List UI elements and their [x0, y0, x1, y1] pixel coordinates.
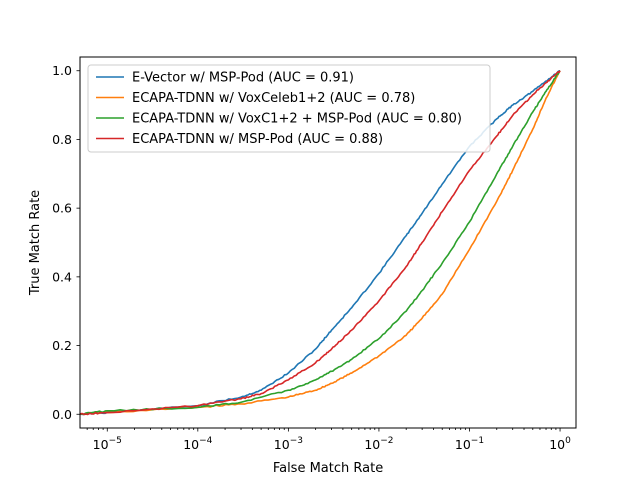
x-axis-label: False Match Rate — [273, 461, 383, 476]
y-tick-label: 0.0 — [52, 407, 72, 422]
legend-entry-4: ECAPA-TDNN w/ MSP-Pod (AUC = 0.88) — [132, 132, 383, 147]
y-tick-label: 0.8 — [52, 132, 72, 147]
x-tick-exponent: 0 — [565, 436, 571, 446]
x-tick-base: 10 — [364, 437, 380, 452]
y-tick-label: 0.4 — [52, 269, 72, 284]
x-tick-base: 10 — [274, 437, 290, 452]
legend-box — [87, 64, 491, 153]
legend-entry-2: ECAPA-TDNN w/ VoxCeleb1+2 (AUC = 0.78) — [132, 91, 415, 106]
y-tick-label: 0.6 — [52, 201, 72, 216]
x-tick-label: 100 — [549, 436, 571, 452]
y-tick-label: 1.0 — [52, 63, 72, 78]
x-tick-exponent: −2 — [380, 436, 393, 446]
legend: E-Vector w/ MSP-Pod (AUC = 0.91) ECAPA-TD… — [87, 64, 491, 153]
series-layer — [80, 69, 561, 416]
x-tick-label: 10−5 — [93, 436, 122, 452]
x-tick-exponent: −3 — [290, 436, 303, 446]
x-tick-label: 10−4 — [183, 436, 212, 452]
x-tick-label: 10−1 — [455, 436, 484, 452]
x-tick-exponent: −1 — [471, 436, 484, 446]
x-tick-base: 10 — [93, 437, 109, 452]
x-tick-base: 10 — [455, 437, 471, 452]
x-axis-ticks: 10−5 10−4 10−3 10−2 10−1 100 — [86, 428, 571, 452]
legend-entry-3: ECAPA-TDNN w/ VoxC1+2 + MSP-Pod (AUC = 0… — [132, 112, 462, 127]
y-axis-ticks: 0.0 0.2 0.4 0.6 0.8 1.0 — [52, 63, 80, 422]
y-tick-label: 0.2 — [52, 338, 72, 353]
x-tick-base: 10 — [183, 437, 199, 452]
plot-frame — [79, 56, 577, 429]
x-tick-label: 10−3 — [274, 436, 303, 452]
series-line-1 — [80, 69, 561, 416]
series-line-2 — [80, 70, 561, 416]
x-tick-label: 10−2 — [364, 436, 393, 452]
series-line-4 — [80, 70, 561, 416]
x-tick-base: 10 — [549, 437, 565, 452]
x-tick-exponent: −5 — [109, 436, 122, 446]
series-line-3 — [80, 70, 561, 416]
x-tick-exponent: −4 — [199, 436, 213, 446]
legend-entry-1: E-Vector w/ MSP-Pod (AUC = 0.91) — [132, 71, 354, 86]
y-axis-label: True Match Rate — [28, 190, 43, 296]
